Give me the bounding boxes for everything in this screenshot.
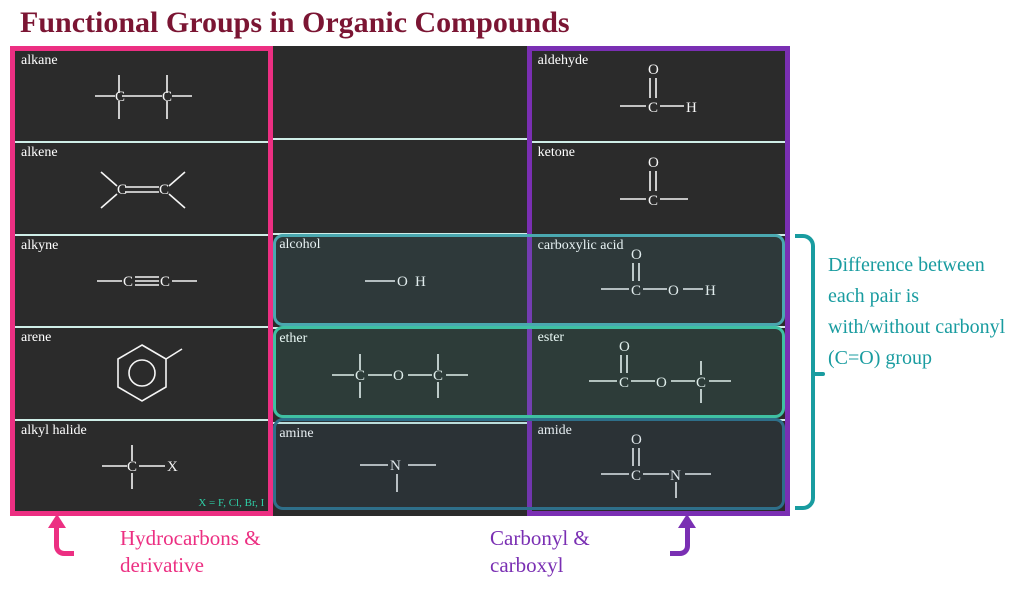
arene-diagram — [15, 328, 268, 418]
svg-text:H: H — [415, 274, 426, 290]
cell-label: ketone — [538, 145, 575, 161]
side-note: Difference between each pair is with/wit… — [828, 250, 1018, 374]
svg-text:C: C — [160, 274, 170, 290]
svg-text:C: C — [117, 182, 127, 198]
ester-diagram: O C O C — [532, 328, 785, 418]
cell-alcohol: alcohol OH — [273, 235, 526, 329]
svg-text:O: O — [668, 283, 679, 299]
brace-icon — [795, 234, 815, 510]
empty-cell — [273, 46, 526, 140]
svg-text:C: C — [127, 459, 137, 475]
cell-label: arene — [21, 330, 51, 346]
cell-alkane: alkane CC — [15, 51, 268, 143]
ether-diagram: COC — [273, 329, 526, 421]
svg-text:H: H — [686, 100, 697, 116]
carbonyl-caption: Carbonyl &carboxyl — [490, 525, 590, 580]
cell-label: carboxylic acid — [538, 238, 624, 254]
cell-label: alkyl halide — [21, 423, 87, 439]
svg-text:O: O — [393, 368, 404, 384]
arrow-up-icon — [670, 522, 690, 556]
svg-text:C: C — [123, 274, 133, 290]
svg-text:C: C — [631, 283, 641, 299]
arrow-up-icon — [54, 522, 74, 556]
cell-label: alcohol — [279, 237, 320, 253]
empty-cell — [273, 140, 526, 234]
cell-label: alkane — [21, 53, 58, 69]
svg-text:N: N — [670, 468, 681, 484]
functional-groups-table: alkane CC alkene CC alkyne CC arene alky… — [10, 46, 790, 516]
column-carbonyl: aldehyde O C H ketone O C carboxylic acid O… — [527, 46, 790, 516]
svg-text:O: O — [397, 274, 408, 290]
svg-text:O: O — [631, 432, 642, 448]
caption-text: Carbonyl &carboxyl — [490, 526, 590, 577]
cell-label: alkyne — [21, 238, 58, 254]
halide-note: X = F, Cl, Br, I — [198, 497, 264, 509]
cell-aldehyde: aldehyde O C H — [532, 51, 785, 143]
cell-label: amine — [279, 426, 313, 442]
svg-text:C: C — [115, 89, 125, 105]
svg-text:O: O — [631, 247, 642, 263]
cell-carboxylic-acid: carboxylic acid O C O H — [532, 236, 785, 328]
svg-text:C: C — [631, 468, 641, 484]
svg-text:H: H — [705, 283, 716, 299]
column-middle: alcohol OH ether COC amine N — [273, 46, 526, 516]
hydrocarbons-caption: Hydrocarbons &derivative — [120, 525, 261, 580]
column-hydrocarbons: alkane CC alkene CC alkyne CC arene alky… — [10, 46, 273, 516]
svg-text:C: C — [355, 368, 365, 384]
svg-text:N: N — [390, 458, 401, 474]
cell-alkyne: alkyne C C — [15, 236, 268, 328]
cell-ether: ether C O C — [273, 329, 526, 423]
svg-text:C: C — [159, 182, 169, 198]
cell-label: ester — [538, 330, 564, 346]
cell-alkene: alkene C C — [15, 143, 268, 235]
cell-ester: ester O C O C — [532, 328, 785, 420]
svg-text:O: O — [619, 339, 630, 355]
svg-text:O: O — [648, 62, 659, 78]
svg-text:C: C — [648, 100, 658, 116]
cell-label: aldehyde — [538, 53, 589, 69]
cell-ketone: ketone O C — [532, 143, 785, 235]
cell-amide: amide O C N — [532, 421, 785, 511]
cell-amine: amine N — [273, 424, 526, 516]
svg-text:O: O — [648, 155, 659, 171]
page-title: Functional Groups in Organic Compounds — [20, 6, 570, 40]
cell-alkyl-halide: alkyl halide C X X = F, Cl, Br, I — [15, 421, 268, 511]
cell-label: alkene — [21, 145, 58, 161]
cell-label: amide — [538, 423, 572, 439]
svg-text:C: C — [619, 375, 629, 391]
cell-arene: arene — [15, 328, 268, 420]
svg-text:C: C — [433, 368, 443, 384]
svg-text:X: X — [167, 459, 178, 475]
caption-text: Hydrocarbons &derivative — [120, 526, 261, 577]
svg-text:C: C — [648, 193, 658, 209]
cell-label: ether — [279, 331, 307, 347]
svg-text:C: C — [696, 375, 706, 391]
svg-text:O: O — [656, 375, 667, 391]
